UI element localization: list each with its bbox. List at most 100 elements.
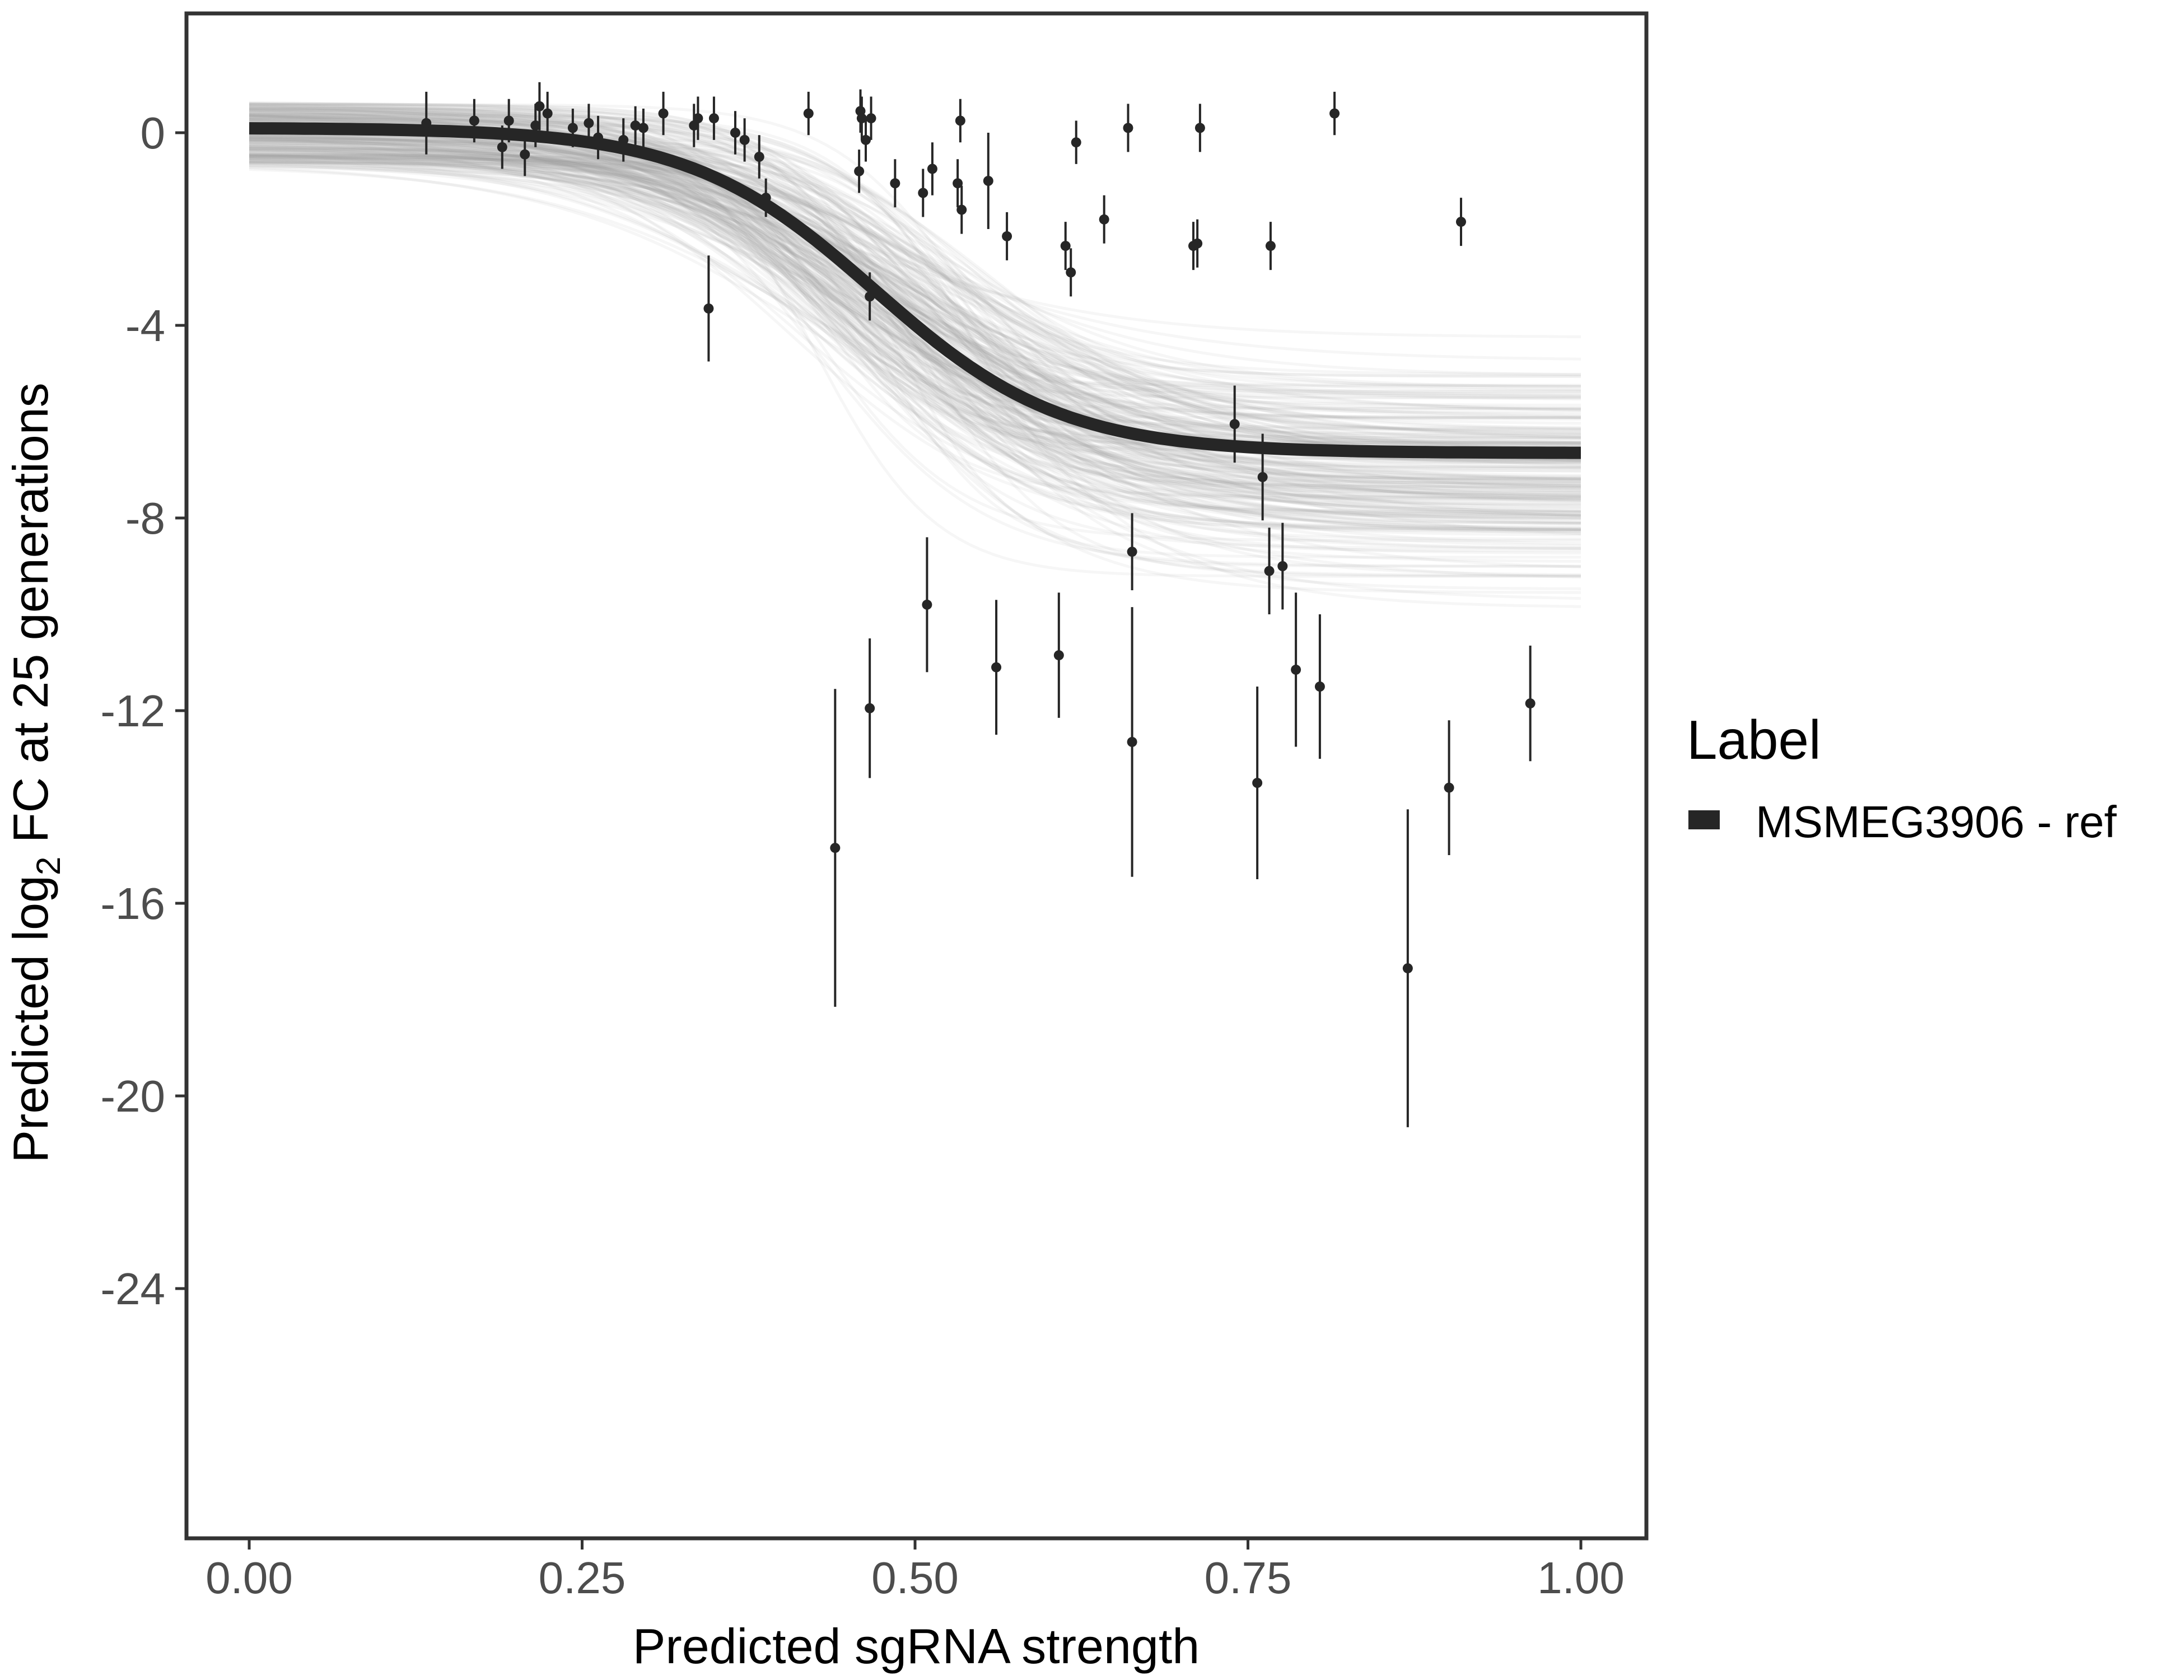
posterior-draw-line: [249, 141, 1581, 401]
point-marker: [1264, 566, 1275, 576]
data-point: [534, 82, 545, 130]
data-point: [927, 142, 937, 195]
data-point: [708, 96, 719, 140]
posterior-draw-line: [249, 156, 1581, 393]
y-axis-title-subscript: 2: [30, 857, 67, 875]
posterior-draw-line: [249, 153, 1581, 464]
data-point: [991, 600, 1002, 735]
posterior-draw-line: [249, 135, 1581, 409]
point-marker: [754, 152, 764, 162]
point-marker: [739, 134, 750, 145]
point-marker: [542, 108, 553, 119]
posterior-draw-line: [249, 108, 1581, 577]
posterior-draw-line: [249, 152, 1581, 555]
data-point: [542, 91, 553, 136]
data-point: [1291, 592, 1301, 747]
posterior-draw-line: [249, 166, 1581, 531]
posterior-draw-line: [249, 139, 1581, 439]
posterior-draw-line: [249, 162, 1581, 501]
posterior-draw-line: [249, 157, 1581, 395]
point-marker: [918, 188, 928, 198]
posterior-draw-line: [249, 155, 1581, 576]
posterior-draw-line: [249, 159, 1581, 450]
posterior-draw-line: [249, 131, 1581, 517]
data-point: [730, 111, 740, 155]
posterior-draw-line: [249, 136, 1581, 444]
posterior-draw-line: [249, 142, 1581, 414]
posterior-draw-line: [249, 153, 1581, 559]
posterior-draw-line: [249, 154, 1581, 412]
posterior-draw-line: [249, 145, 1581, 482]
posterior-draw-line: [249, 106, 1581, 445]
data-point: [1525, 645, 1536, 762]
point-marker: [421, 118, 432, 128]
posterior-draw-line: [249, 147, 1581, 431]
posterior-draw-line: [249, 154, 1581, 444]
posterior-draw-line: [249, 118, 1581, 525]
y-tick-label: -16: [100, 879, 165, 928]
data-point: [739, 118, 750, 162]
posterior-draw-line: [249, 146, 1581, 485]
posterior-draw-line: [249, 157, 1581, 469]
point-marker: [1229, 419, 1240, 430]
posterior-draw-line: [249, 138, 1581, 550]
point-marker: [760, 193, 771, 203]
point-marker: [1066, 267, 1076, 278]
posterior-draw-line: [249, 146, 1581, 530]
posterior-draw-line: [249, 150, 1581, 437]
posterior-draw-line: [249, 154, 1581, 480]
point-marker: [1192, 238, 1203, 249]
posterior-draw-line: [249, 160, 1581, 447]
data-point: [760, 178, 771, 217]
posterior-draw-line: [249, 150, 1581, 504]
data-point: [1252, 687, 1263, 879]
data-point: [1229, 385, 1240, 463]
data-point: [1402, 809, 1413, 1127]
posterior-draw-line: [249, 153, 1581, 400]
posterior-draw-line: [249, 142, 1581, 399]
data-point: [1444, 720, 1454, 855]
posterior-draw-line: [249, 132, 1581, 520]
point-marker: [1127, 547, 1137, 557]
data-point: [658, 91, 669, 136]
x-axis-title: Predicted sgRNA strength: [633, 1618, 1200, 1674]
posterior-draw-line: [249, 157, 1581, 500]
posterior-draw-line: [249, 132, 1581, 398]
data-point: [1053, 592, 1064, 718]
posterior-draw-line: [249, 161, 1581, 510]
point-marker: [1444, 782, 1454, 793]
posterior-draw-line: [249, 109, 1581, 512]
data-point: [1455, 198, 1466, 246]
posterior-draw-line: [249, 110, 1581, 514]
posterior-draw-line: [249, 101, 1581, 493]
posterior-draw-line: [249, 124, 1581, 480]
point-marker: [1525, 698, 1536, 709]
posterior-draw-line: [249, 138, 1581, 487]
posterior-draw-line: [249, 160, 1581, 468]
data-point: [1264, 528, 1275, 614]
data-point: [803, 91, 814, 136]
y-axis-title-prefix: Predicted log: [3, 875, 58, 1163]
posterior-draw-line: [249, 139, 1581, 487]
point-marker: [1252, 778, 1263, 788]
posterior-draw-line: [249, 147, 1581, 594]
posterior-draw-line: [249, 114, 1581, 419]
posterior-draw-line: [249, 138, 1581, 470]
point-marker: [520, 149, 530, 160]
data-points: [421, 82, 1536, 1127]
posterior-draw-line: [249, 148, 1581, 469]
legend-key: [1688, 810, 1720, 829]
data-point: [618, 118, 629, 162]
posterior-draw-line: [249, 142, 1581, 482]
posterior-draw-line: [249, 136, 1581, 484]
point-marker: [1123, 123, 1133, 133]
data-point: [1277, 522, 1288, 610]
point-marker: [1314, 682, 1325, 692]
data-point: [503, 99, 514, 143]
posterior-draw-line: [249, 109, 1581, 388]
posterior-draw-line: [249, 102, 1581, 442]
posterior-draw-line: [249, 161, 1581, 528]
posterior-draw-line: [249, 106, 1581, 517]
point-marker: [1455, 217, 1466, 227]
